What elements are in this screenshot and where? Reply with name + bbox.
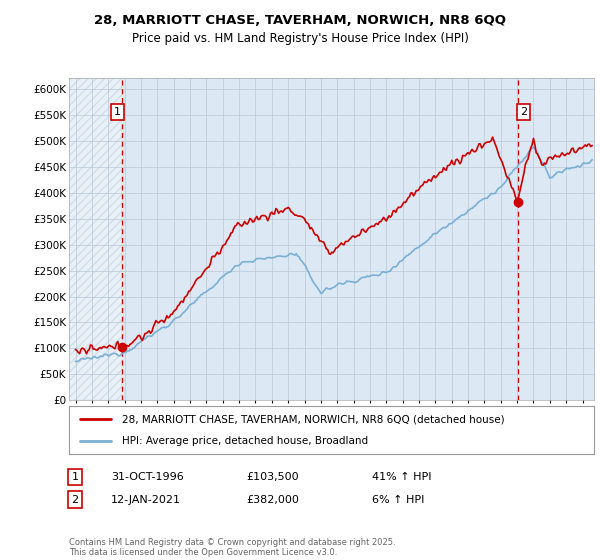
Text: 28, MARRIOTT CHASE, TAVERHAM, NORWICH, NR8 6QQ (detached house): 28, MARRIOTT CHASE, TAVERHAM, NORWICH, N… xyxy=(121,414,504,424)
Text: HPI: Average price, detached house, Broadland: HPI: Average price, detached house, Broa… xyxy=(121,436,368,446)
Text: 28, MARRIOTT CHASE, TAVERHAM, NORWICH, NR8 6QQ: 28, MARRIOTT CHASE, TAVERHAM, NORWICH, N… xyxy=(94,14,506,27)
Text: 2: 2 xyxy=(71,494,79,505)
Bar xyxy=(69,78,122,400)
Text: 2: 2 xyxy=(520,107,527,117)
Text: 12-JAN-2021: 12-JAN-2021 xyxy=(111,494,181,505)
Text: 31-OCT-1996: 31-OCT-1996 xyxy=(111,472,184,482)
Text: Price paid vs. HM Land Registry's House Price Index (HPI): Price paid vs. HM Land Registry's House … xyxy=(131,32,469,45)
Text: 6% ↑ HPI: 6% ↑ HPI xyxy=(372,494,424,505)
Text: £382,000: £382,000 xyxy=(246,494,299,505)
Text: 41% ↑ HPI: 41% ↑ HPI xyxy=(372,472,431,482)
Text: 1: 1 xyxy=(71,472,79,482)
Text: Contains HM Land Registry data © Crown copyright and database right 2025.
This d: Contains HM Land Registry data © Crown c… xyxy=(69,538,395,557)
Text: £103,500: £103,500 xyxy=(246,472,299,482)
Text: 1: 1 xyxy=(114,107,121,117)
